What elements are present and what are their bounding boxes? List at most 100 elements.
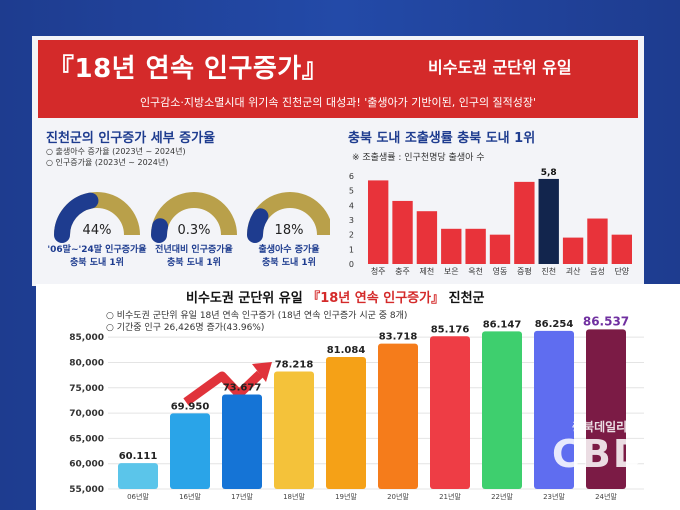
bar-16년말 bbox=[170, 413, 210, 489]
value-label: 86.147 bbox=[483, 319, 522, 330]
y-tick-label: 60,000 bbox=[69, 460, 104, 470]
x-tick-label: 보은 bbox=[444, 267, 459, 276]
bar-보은 bbox=[441, 228, 462, 264]
x-tick-label: 제천 bbox=[420, 266, 435, 276]
bar-19년말 bbox=[326, 356, 366, 489]
donut-1-rank: 충북 도내 1위 bbox=[70, 258, 124, 268]
donut-2-rank: 충북 도내 1위 bbox=[167, 258, 221, 268]
y-tick-label: 3 bbox=[349, 216, 354, 225]
bar-옥천 bbox=[465, 228, 486, 264]
birth-rate-chart-title: 충북 도내 조출생률 충북 도내 1위 bbox=[348, 131, 536, 146]
header-banner: 『18년 연속 인구증가』 비수도권 군단위 유일 인구감소·지방소멸시대 위기… bbox=[38, 40, 638, 118]
value-label: 73.677 bbox=[223, 382, 262, 393]
left-section-title: 진천군의 인구증가 세부 증가율 bbox=[46, 131, 216, 146]
donut-charts bbox=[54, 192, 330, 243]
donut-2-value: 0.3% bbox=[177, 223, 211, 238]
y-tick-label: 0 bbox=[349, 260, 354, 269]
value-label: 86.537 bbox=[583, 314, 629, 328]
bar-24년말 bbox=[586, 329, 626, 489]
bar-진천 bbox=[538, 178, 559, 264]
bar-증평 bbox=[514, 181, 535, 264]
value-label: 69.950 bbox=[171, 401, 210, 412]
title-suffix: 진천군 bbox=[444, 291, 485, 306]
donut-3-value: 18% bbox=[274, 223, 304, 238]
bar-20년말 bbox=[378, 343, 418, 489]
population-chart: 55,000 60,000 65,000 70,000 75,000 80,000 85,0… bbox=[69, 314, 644, 501]
population-chart-title: 비수도권 군단위 유일 『18년 연속 인구증가』 진천군 bbox=[186, 287, 485, 306]
bar-22년말 bbox=[482, 331, 522, 489]
value-label: 81.084 bbox=[327, 345, 366, 356]
donut-1-label: '06말~'24말 인구증가율 충북 도내 1위 bbox=[42, 244, 152, 270]
x-tick-label: 증평 bbox=[517, 266, 532, 276]
title-prefix: 비수도권 군단위 유일 bbox=[186, 291, 308, 306]
y-tick-label: 6 bbox=[349, 172, 354, 181]
watermark-top: 충북데일리 bbox=[572, 420, 628, 434]
y-tick-label: 2 bbox=[349, 231, 354, 240]
donut-3-caption: 출생아수 증가율 bbox=[258, 245, 320, 255]
bar-단양 bbox=[611, 234, 632, 264]
y-tick-label: 4 bbox=[349, 201, 354, 210]
x-tick-label: 19년말 bbox=[335, 492, 357, 501]
watermark: 충북데일리 CBD bbox=[552, 418, 646, 473]
x-tick-label: 충주 bbox=[395, 267, 410, 276]
y-tick-label: 85,000 bbox=[69, 333, 104, 343]
x-tick-label: 영동 bbox=[493, 266, 508, 276]
page-title: 『18년 연속 인구증가』 bbox=[48, 54, 329, 84]
x-tick-label: 17년말 bbox=[231, 492, 253, 501]
bar-06년말 bbox=[118, 463, 158, 489]
donut-3-label: 출생아수 증가율 충북 도내 1위 bbox=[234, 244, 344, 270]
x-tick-label: 06년말 bbox=[127, 492, 149, 501]
bar-괴산 bbox=[562, 237, 584, 264]
donut-2-label: 전년대비 인구증가율 충북 도내 1위 bbox=[139, 244, 249, 270]
value-label: 60.111 bbox=[119, 451, 158, 462]
note-birth-rate: ○ 출생아수 증가율 (2023년 ~ 2024년) bbox=[46, 147, 186, 156]
birth-rate-note: ※ 조출생률 : 인구천명당 출생아 수 bbox=[352, 153, 485, 163]
bar-제천 bbox=[416, 211, 438, 264]
value-label: 83.718 bbox=[379, 332, 418, 343]
x-tick-label: 21년말 bbox=[439, 492, 461, 501]
page-subtitle: 비수도권 군단위 유일 bbox=[428, 58, 572, 77]
x-tick-label: 16년말 bbox=[179, 492, 201, 501]
donut-fill bbox=[54, 192, 99, 243]
trend-arrow-icon bbox=[183, 370, 264, 406]
value-label: 86.254 bbox=[535, 319, 574, 330]
x-tick-label: 음성 bbox=[590, 267, 605, 276]
x-tick-label: 옥천 bbox=[468, 266, 483, 276]
y-tick-label: 70,000 bbox=[69, 409, 104, 419]
donut-1-value: 44% bbox=[82, 223, 112, 238]
x-tick-label: 청주 bbox=[371, 267, 386, 276]
x-tick-label: 18년말 bbox=[283, 492, 305, 501]
donut-3-rank: 충북 도내 1위 bbox=[262, 258, 316, 268]
population-note-1: ○ 비수도권 군단위 유일 18년 연속 인구증가 (18년 연속 인구증가 시… bbox=[106, 311, 408, 321]
watermark-bottom: CBD bbox=[552, 432, 647, 476]
population-note-2: ○ 기간중 인구 26,426명 증가(43.96%) bbox=[106, 323, 265, 333]
x-tick-label: 괴산 bbox=[566, 266, 581, 276]
value-label: 85.176 bbox=[431, 324, 470, 335]
bar-영동 bbox=[489, 234, 511, 264]
bar-충주 bbox=[392, 200, 413, 264]
y-tick-label: 55,000 bbox=[69, 485, 104, 495]
bar-21년말 bbox=[430, 336, 470, 489]
y-tick-label: 75,000 bbox=[69, 384, 104, 394]
value-label: 78.218 bbox=[275, 360, 314, 371]
bar-18년말 bbox=[274, 371, 314, 489]
x-tick-label: 24년말 bbox=[595, 492, 617, 501]
bar-23년말 bbox=[534, 330, 574, 489]
bar-17년말 bbox=[222, 394, 262, 489]
y-tick-label: 1 bbox=[349, 245, 354, 254]
y-tick-label: 5 bbox=[349, 187, 354, 196]
y-tick-label: 65,000 bbox=[69, 434, 104, 444]
birth-rate-chart: 0 1 2 3 4 5 6 청주 충주 제천 보은 옥천 영동 증평 진천 5,8 괴산 음성 단양 bbox=[349, 168, 632, 276]
tagline: 인구감소·지방소멸시대 위기속 진천군의 대성과! '출생아가 기반이된, 인구… bbox=[139, 96, 537, 109]
x-tick-label: 20년말 bbox=[387, 492, 409, 501]
bar-음성 bbox=[587, 218, 608, 264]
bar-청주 bbox=[368, 180, 389, 264]
donut-2-caption: 전년대비 인구증가율 bbox=[155, 245, 233, 255]
title-highlight: 『18년 연속 인구증가』 bbox=[307, 291, 445, 306]
x-tick-label: 23년말 bbox=[543, 492, 565, 501]
note-pop-rate: ○ 인구증가율 (2023년 ~ 2024년) bbox=[46, 158, 169, 167]
x-tick-label: 22년말 bbox=[491, 492, 513, 501]
y-tick-label: 80,000 bbox=[69, 358, 104, 368]
x-tick-label: 단양 bbox=[614, 266, 629, 276]
highlight-value-label: 5,8 bbox=[541, 168, 557, 178]
